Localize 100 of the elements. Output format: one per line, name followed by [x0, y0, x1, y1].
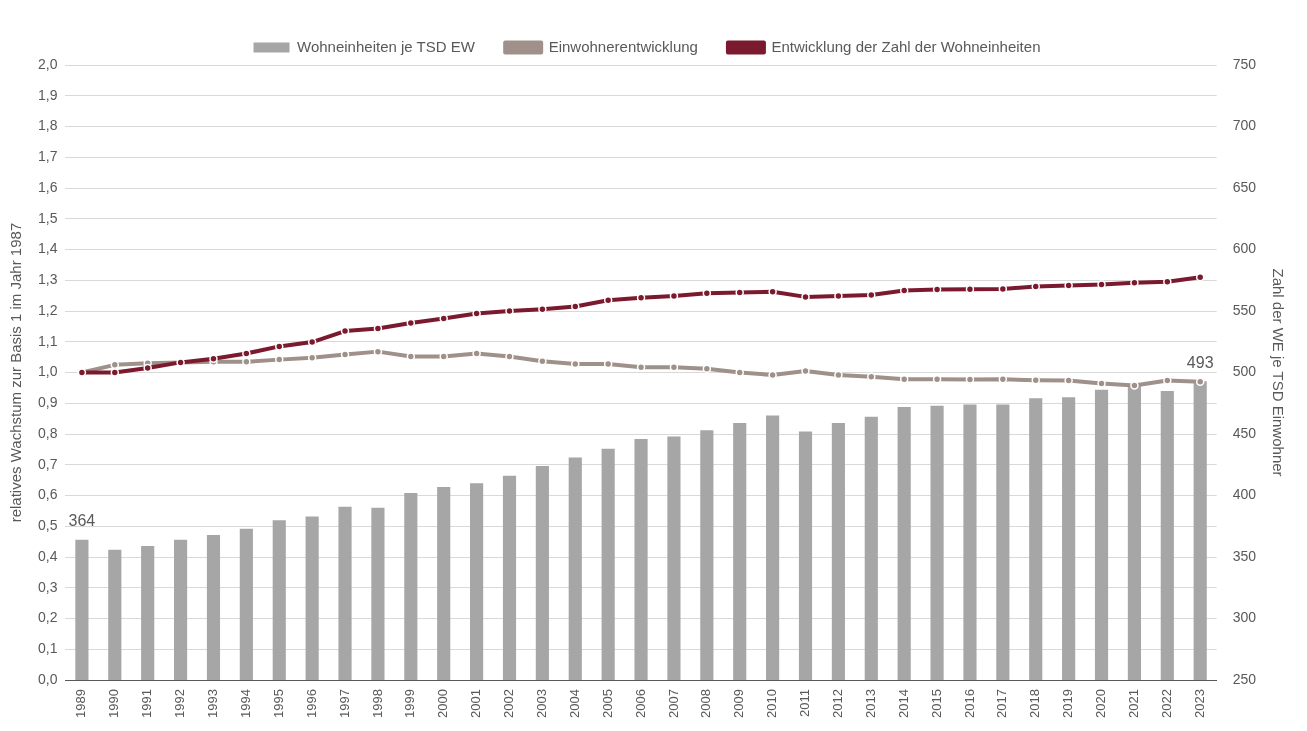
- x-tick-label: 1996: [303, 689, 319, 718]
- point: [340, 350, 350, 359]
- point: [406, 352, 416, 361]
- y2-tick-label: 500: [1232, 363, 1257, 380]
- y-tick-label: 1,7: [37, 148, 58, 165]
- y-tick-label: 0,8: [37, 424, 58, 441]
- y2-tick-label: 450: [1232, 424, 1257, 441]
- x-tick-label: 2018: [1027, 689, 1043, 718]
- y2-tick-label: 600: [1232, 240, 1257, 257]
- point: [472, 349, 481, 358]
- y-tick-label: 1,5: [37, 209, 58, 226]
- y-tick-label: 1,9: [37, 86, 58, 103]
- x-tick-label: 2016: [961, 689, 977, 718]
- point: [505, 352, 514, 361]
- x-tick-label: 2013: [862, 689, 878, 718]
- point: [1097, 280, 1106, 289]
- point: [735, 288, 744, 297]
- y-tick-label: 0,4: [37, 547, 58, 564]
- x-tick-label: 1990: [106, 689, 122, 718]
- y-tick-label: 1,8: [37, 117, 58, 134]
- legend-label: Wohneinheiten je TSD EW: [297, 37, 476, 55]
- data-label: 364: [68, 512, 96, 530]
- point: [899, 286, 909, 295]
- x-tick-label: 2006: [632, 689, 648, 718]
- x-tick-label: 1992: [172, 689, 188, 718]
- x-tick-label: 2001: [468, 689, 484, 718]
- x-tick-label: 2003: [533, 689, 549, 718]
- point: [1064, 376, 1073, 385]
- y2-tick-label: 250: [1232, 670, 1257, 687]
- point: [439, 314, 448, 323]
- x-tick-label: 2019: [1060, 689, 1076, 718]
- x-tick-label: 2010: [764, 689, 780, 718]
- y-tick-label: 0,5: [37, 517, 58, 534]
- y2-tick-label: 300: [1232, 609, 1257, 626]
- point: [242, 349, 251, 358]
- x-tick-label: 2000: [435, 689, 451, 718]
- x-tick-label: 1991: [139, 689, 155, 718]
- y-axis-title: relatives Wachstum zur Basis 1 im Jahr 1987: [7, 222, 25, 523]
- y2-tick-label: 550: [1232, 301, 1257, 318]
- legend-label: Entwicklung der Zahl der Wohneinheiten: [771, 37, 1041, 55]
- y2-tick-label: 350: [1232, 547, 1257, 564]
- x-tick-label: 2021: [1125, 689, 1141, 718]
- y-tick-label: 1,2: [37, 301, 58, 318]
- point: [1163, 376, 1172, 385]
- point: [275, 355, 284, 364]
- point: [143, 363, 152, 373]
- y-tick-label: 0,2: [37, 609, 58, 626]
- point: [1064, 281, 1073, 290]
- x-tick-label: 1999: [402, 689, 418, 718]
- x-tick-label: 1998: [369, 689, 385, 718]
- y-tick-label: 1,0: [37, 363, 58, 380]
- legend-label: Einwohnerentwicklung: [548, 37, 698, 55]
- x-tick-label: 2008: [698, 689, 714, 718]
- point: [1097, 379, 1106, 388]
- point: [1130, 381, 1139, 390]
- x-tick-label: 2012: [829, 689, 845, 718]
- y-tick-label: 0,7: [37, 455, 58, 472]
- x-tick-label: 2014: [895, 689, 911, 718]
- x-tick-label: 2020: [1093, 689, 1109, 718]
- y-tick-label: 1,4: [37, 240, 58, 257]
- data-label: 493: [1186, 353, 1214, 371]
- x-tick-label: 2023: [1191, 689, 1207, 718]
- y-tick-label: 1,6: [37, 178, 58, 195]
- point: [373, 324, 383, 333]
- x-tick-label: 2017: [994, 689, 1010, 718]
- point: [472, 309, 481, 318]
- x-tick-label: 2009: [731, 689, 747, 718]
- point: [1031, 282, 1040, 291]
- y-tick-label: 0,3: [37, 578, 58, 595]
- point: [965, 375, 975, 384]
- x-tick-label: 1993: [205, 689, 221, 718]
- y-tick-label: 0,6: [37, 486, 58, 503]
- x-tick-label: 2004: [566, 689, 582, 718]
- y2-tick-label: 400: [1232, 486, 1257, 503]
- x-tick-label: 1994: [237, 689, 253, 718]
- point: [439, 352, 448, 361]
- x-tick-label: 2022: [1158, 689, 1174, 718]
- point: [603, 296, 613, 305]
- y2-tick-label: 650: [1232, 178, 1257, 195]
- y-tick-label: 0,0: [37, 670, 58, 687]
- x-tick-label: 2002: [501, 689, 517, 718]
- y-tick-label: 1,3: [37, 271, 58, 288]
- y-tick-label: 0,1: [37, 640, 58, 657]
- y-tick-label: 1,1: [37, 332, 58, 349]
- point: [275, 342, 284, 351]
- point: [932, 285, 942, 294]
- y-tick-label: 0,9: [37, 394, 58, 411]
- y-tick-label: 2,0: [37, 55, 58, 72]
- y2-axis-title: Zahl der WE je TSD Einwohner: [1269, 268, 1287, 477]
- y2-tick-label: 750: [1232, 55, 1257, 72]
- point: [571, 302, 580, 311]
- x-tick-label: 1989: [73, 689, 89, 718]
- x-tick-label: 2007: [665, 689, 681, 718]
- x-tick-label: 1997: [336, 689, 352, 718]
- y2-tick-label: 700: [1232, 117, 1257, 134]
- point: [110, 368, 120, 377]
- x-tick-label: 2011: [797, 689, 813, 718]
- point: [735, 368, 744, 377]
- x-tick-label: 2015: [928, 689, 944, 718]
- x-tick-label: 2005: [599, 689, 615, 718]
